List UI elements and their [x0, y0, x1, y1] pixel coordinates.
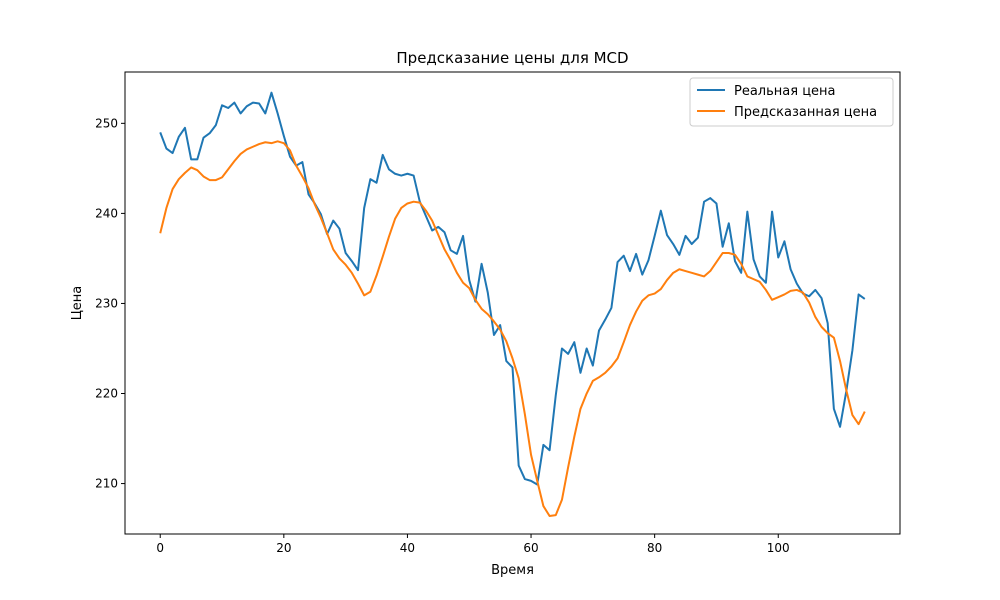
y-axis-label: Цена — [70, 286, 85, 321]
y-tick-label: 240 — [95, 206, 118, 220]
chart-title: Предсказание цены для MCD — [396, 49, 628, 67]
series-line-predicted — [159, 140, 866, 517]
x-tick-label: 60 — [523, 541, 538, 555]
y-tick-label: 220 — [95, 387, 118, 401]
x-tick-label: 20 — [276, 541, 291, 555]
legend-label-predicted: Предсказанная цена — [734, 105, 877, 120]
legend-label-real: Реальная цена — [734, 84, 836, 99]
x-tick-label: 80 — [647, 541, 662, 555]
series-line-real — [159, 91, 866, 486]
x-tick-label: 0 — [156, 541, 164, 555]
y-axis: 210 220 230 240 250 — [95, 116, 125, 491]
x-tick-label: 40 — [400, 541, 415, 555]
legend: Реальная цена Предсказанная цена — [689, 77, 894, 127]
legend-box — [689, 77, 894, 127]
plot-area — [159, 91, 866, 517]
x-tick-label: 100 — [767, 541, 790, 555]
y-tick-label: 210 — [95, 477, 118, 491]
x-axis: 0 20 40 60 80 100 — [156, 534, 790, 555]
y-tick-label: 250 — [95, 116, 118, 130]
y-tick-label: 230 — [95, 296, 118, 310]
x-axis-label: Время — [491, 563, 534, 578]
